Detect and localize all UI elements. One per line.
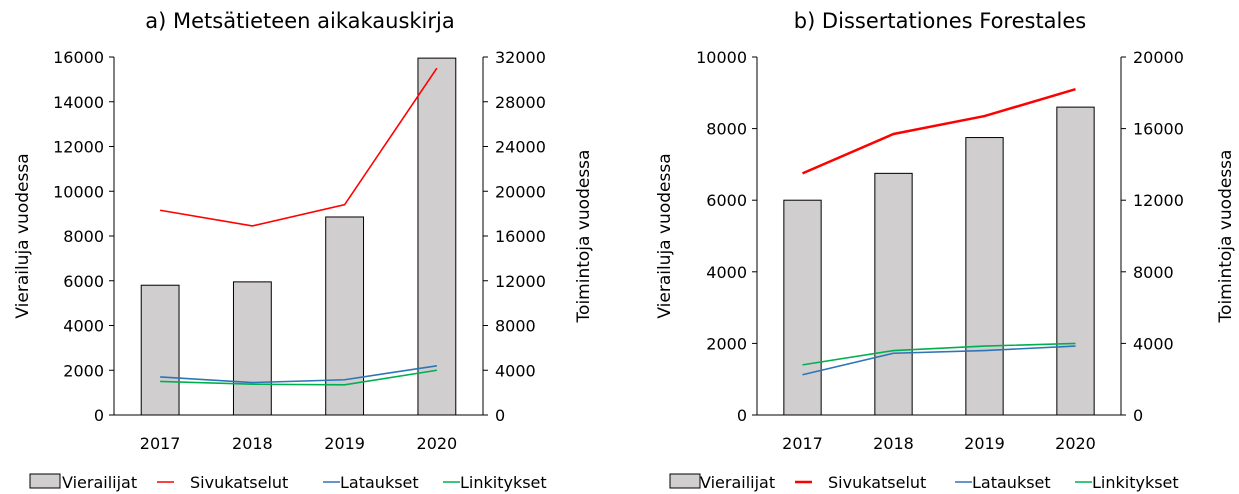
y2-tick-label-8000: 8000 <box>1133 263 1174 282</box>
bar-2018 <box>874 172 913 416</box>
line-linkitykset <box>160 369 437 386</box>
y-tick-label-12000: 12000 <box>53 138 104 157</box>
line-lataukset <box>160 364 437 384</box>
legend-label-vierailijat: Vierailijat <box>62 473 137 492</box>
x-tick-label-2020: 2020 <box>1055 434 1096 453</box>
chart-title: b) Dissertationes Forestales <box>794 9 1087 33</box>
legend-label-lataukset: Lataukset <box>340 473 419 492</box>
legend-label-sivukatselut: Sivukatselut <box>190 473 288 492</box>
y2-tick-label-28000: 28000 <box>495 93 546 112</box>
x-tick-label-2020: 2020 <box>417 434 458 453</box>
x-tick-label-2019: 2019 <box>964 434 1005 453</box>
y2-tick-label-12000: 12000 <box>495 272 546 291</box>
y-tick-label-2000: 2000 <box>63 361 104 380</box>
chart-panel-a: a) Metsätieteen aikakauskirja 0 2000 4000 60… <box>13 9 594 492</box>
y-axis-title-left: Vierailuja vuodessa <box>13 153 33 318</box>
bar-2019 <box>965 137 1004 416</box>
legend-label-linkitykset: Linkitykset <box>460 473 547 492</box>
y-tick-label-2000: 2000 <box>706 334 747 353</box>
y-tick-label-6000: 6000 <box>63 272 104 291</box>
legend-label-sivukatselut: Sivukatselut <box>828 473 926 492</box>
y-axis-title-left: Vierailuja vuodessa <box>655 153 675 318</box>
y-tick-label-16000: 16000 <box>53 48 104 67</box>
x-tick-label-2019: 2019 <box>324 434 365 453</box>
y-tick-label-6000: 6000 <box>706 191 747 210</box>
y-axis-title-right: Toimintoja vuodessa <box>574 150 594 324</box>
bar-2020 <box>1056 106 1095 416</box>
y2-tick-label-0: 0 <box>1133 406 1143 425</box>
bar-2020 <box>417 57 457 416</box>
y2-tick-label-16000: 16000 <box>495 227 546 246</box>
line-sivukatselut <box>802 88 1076 175</box>
x-tick-label-2018: 2018 <box>232 434 273 453</box>
x-tick-label-2017: 2017 <box>782 434 823 453</box>
bar-2017 <box>783 199 822 416</box>
legend-label-vierailijat: Vierailijat <box>700 473 775 492</box>
y2-tick-label-24000: 24000 <box>495 138 546 157</box>
y-tick-label-14000: 14000 <box>53 93 104 112</box>
bar-2017 <box>140 284 180 416</box>
y2-tick-label-4000: 4000 <box>1133 334 1174 353</box>
line-sivukatselut <box>159 67 438 227</box>
y2-tick-label-16000: 16000 <box>1133 120 1184 139</box>
y-tick-label-8000: 8000 <box>63 227 104 246</box>
bar-2018 <box>232 281 272 416</box>
legend-swatch-vierailijat <box>29 473 61 489</box>
y-tick-label-0: 0 <box>94 406 104 425</box>
chart-title: a) Metsätieteen aikakauskirja <box>145 9 454 33</box>
chart-panel-b: b) Dissertationes Forestales 0 2000 4000 600… <box>655 9 1236 492</box>
y2-tick-label-20000: 20000 <box>495 182 546 201</box>
x-tick-label-2017: 2017 <box>140 434 181 453</box>
y2-tick-label-20000: 20000 <box>1133 48 1184 67</box>
y-tick-label-4000: 4000 <box>63 317 104 336</box>
y-axis-title-right: Toimintoja vuodessa <box>1216 150 1236 324</box>
y-tick-label-0: 0 <box>737 406 747 425</box>
y2-tick-label-12000: 12000 <box>1133 191 1184 210</box>
y2-tick-label-4000: 4000 <box>495 361 536 380</box>
y2-tick-label-0: 0 <box>495 406 505 425</box>
legend-swatch-vierailijat <box>669 473 701 489</box>
line-lataukset <box>802 345 1076 376</box>
y-tick-label-8000: 8000 <box>706 120 747 139</box>
legend-label-lataukset: Lataukset <box>972 473 1051 492</box>
legend-label-linkitykset: Linkitykset <box>1092 473 1179 492</box>
x-tick-label-2018: 2018 <box>873 434 914 453</box>
y-tick-label-10000: 10000 <box>696 48 747 67</box>
y-tick-label-4000: 4000 <box>706 263 747 282</box>
y-tick-label-10000: 10000 <box>53 182 104 201</box>
y2-tick-label-8000: 8000 <box>495 317 536 336</box>
y2-tick-label-32000: 32000 <box>495 48 546 67</box>
line-linkitykset <box>802 342 1076 366</box>
